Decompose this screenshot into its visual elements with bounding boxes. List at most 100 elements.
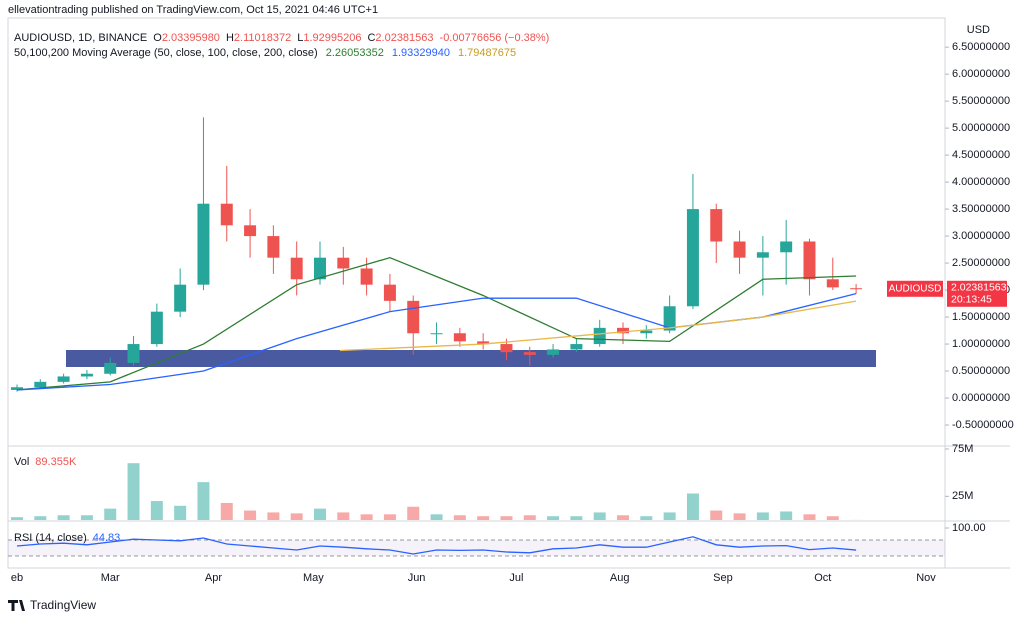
volume-bar (570, 516, 583, 520)
y-tick-label: 2.50000000 (952, 257, 1010, 269)
ohlc-value: 2.02381563 (375, 32, 433, 44)
ohlc-value: 2.03395980 (162, 32, 220, 44)
volume-bar (34, 516, 47, 520)
y-tick-label: 75M (952, 443, 973, 455)
volume-bar (780, 511, 793, 520)
volume-bar (80, 515, 93, 520)
volume-bar (710, 510, 723, 520)
candle-body (174, 284, 187, 312)
volume-bar (104, 508, 117, 520)
volume-bar (756, 512, 769, 520)
volume-bar (220, 502, 233, 520)
candle-body (407, 300, 420, 334)
y-tick-label: 6.00000000 (952, 68, 1010, 80)
volume-bar (500, 516, 513, 520)
volume-value: 89.355K (35, 456, 77, 468)
volume-bar (547, 516, 560, 520)
rsi-value: 44.83 (93, 532, 121, 544)
series-layer (8, 117, 945, 557)
candle-body (500, 344, 513, 353)
volume-bar (290, 513, 303, 520)
ma-value: 1.93329940 (392, 47, 450, 59)
candle-body (686, 209, 699, 307)
moving-average (339, 300, 857, 352)
volume-bar (686, 493, 699, 520)
y-tick-label: 1.50000000 (952, 311, 1010, 323)
candle-body (360, 268, 373, 285)
ohlc-value: 1.92995206 (303, 32, 361, 44)
candle-body (803, 241, 816, 280)
candle-body (104, 362, 117, 374)
y-tick-label: -0.50000000 (952, 419, 1014, 431)
trend-line (672, 173, 877, 269)
x-tick-label: Mar (101, 572, 120, 584)
volume-bar (197, 482, 210, 520)
rsi-name: RSI (14, close) (14, 532, 87, 544)
y-tick-label: 6.50000000 (952, 41, 1010, 53)
volume-bar (244, 510, 257, 520)
volume-bar (733, 513, 746, 520)
volume-bar (150, 501, 163, 520)
price-tag-symbol-bg (887, 280, 943, 297)
candle-body (383, 284, 396, 301)
volume-name: Vol (14, 456, 29, 468)
candle-body (663, 306, 676, 331)
symbol: AUDIOUSD, 1D, BINANCE (14, 32, 147, 44)
volume-bar (453, 515, 466, 520)
x-tick-label: Oct (814, 572, 831, 584)
candle-body (547, 349, 560, 355)
brand-logo (8, 600, 25, 611)
volume-legend: Vol 89.355K (14, 456, 77, 468)
y-tick-label: 5.00000000 (952, 122, 1010, 134)
y-tick-label: 3.50000000 (952, 203, 1010, 215)
y-tick-label: 4.00000000 (952, 176, 1010, 188)
candle-body (337, 257, 350, 269)
ohlc-key: O (153, 32, 162, 44)
y-tick-label: 0.00000000 (952, 392, 1010, 404)
candle-body (150, 311, 163, 345)
candle-body (733, 241, 746, 258)
candle-body (780, 241, 793, 253)
change: -0.00776656 (−0.38%) (440, 32, 550, 44)
y-tick-label: 0.50000000 (952, 365, 1010, 377)
candle-body (10, 387, 23, 390)
rsi-line (16, 536, 857, 555)
candle-body (34, 381, 47, 388)
rsi-legend: RSI (14, close) 44.83 (14, 532, 120, 544)
x-tick-label: Jul (509, 572, 523, 584)
volume-bar (57, 515, 70, 520)
volume-bar (617, 515, 630, 520)
moving-average (16, 256, 857, 391)
candle-body (617, 327, 630, 334)
volume-bar (826, 516, 839, 520)
ma-value: 2.26053352 (326, 47, 384, 59)
candle-body (127, 344, 140, 363)
x-tick-label: Nov (916, 572, 936, 584)
volume-bar (663, 512, 676, 520)
volume-bar (640, 516, 653, 520)
candle-body (477, 341, 490, 345)
x-tick-label: May (303, 572, 324, 584)
candle-body (57, 376, 70, 382)
volume-bar (430, 514, 443, 520)
candle-body (453, 333, 466, 342)
volume-bar (477, 516, 490, 520)
y-tick-label: 25M (952, 490, 973, 502)
candle-body (197, 203, 210, 285)
y-tick-label: 5.50000000 (952, 95, 1010, 107)
candle-body (523, 352, 536, 355)
x-tick-label: Apr (205, 572, 222, 584)
y-tick-label: 100.00 (952, 522, 986, 534)
y-tick-label: 3.00000000 (952, 230, 1010, 242)
candle-body (290, 257, 303, 280)
candle-body (570, 344, 583, 350)
byline: ellevationtrading published on TradingVi… (8, 4, 378, 16)
volume-bar (314, 508, 326, 520)
ohlc-value: 2.11018372 (234, 32, 291, 44)
ohlc-key: L (297, 32, 303, 44)
volume-bar (337, 512, 350, 520)
candle-body (314, 257, 326, 280)
